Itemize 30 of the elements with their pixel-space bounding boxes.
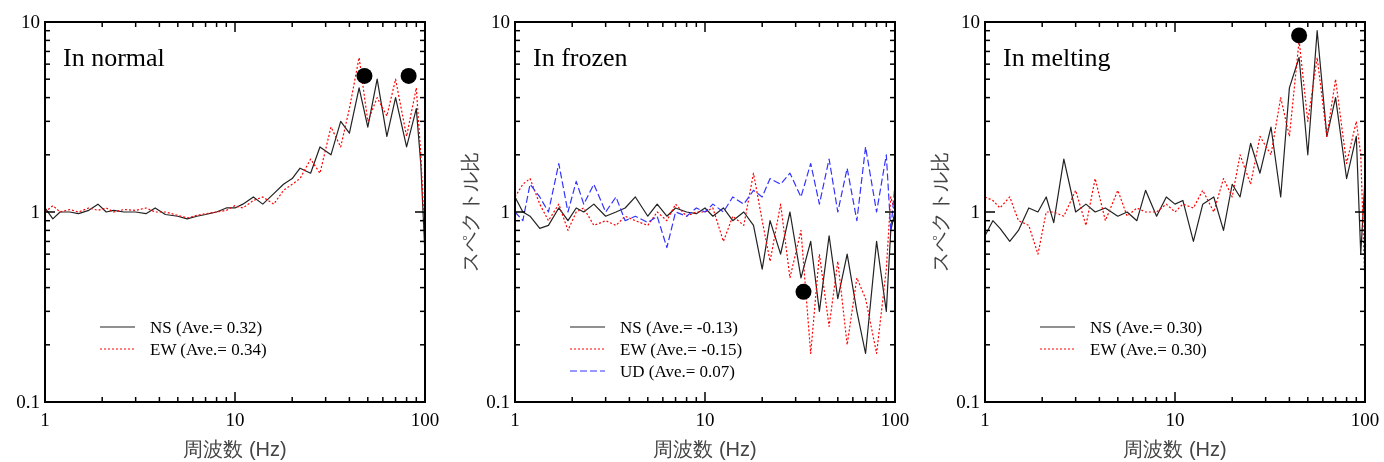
x-axis-title: 周波数 (Hz) — [1123, 438, 1227, 460]
legend-label: EW (Ave.= 0.30) — [1090, 340, 1207, 359]
y-tick-label: 1 — [970, 201, 980, 222]
y-tick-label: 10 — [491, 11, 510, 32]
y-tick-label: 0.1 — [486, 391, 510, 412]
legend-label: NS (Ave.= 0.32) — [150, 318, 263, 337]
y-axis-title: スペクトル比 — [459, 152, 481, 272]
x-tick-label: 100 — [410, 409, 440, 430]
y-axis-title: スペクトル比 — [929, 152, 951, 272]
legend-label: UD (Ave.= 0.07) — [620, 362, 736, 381]
x-tick-label: 100 — [1350, 409, 1380, 430]
y-tick-label: 1 — [500, 201, 510, 222]
text: In melting — [1003, 43, 1111, 72]
text: In frozen — [533, 43, 628, 72]
x-axis-title: 周波数 (Hz) — [653, 438, 757, 460]
y-tick-label: 0.1 — [16, 391, 40, 412]
y-tick-label: 10 — [961, 11, 980, 32]
x-tick-label: 10 — [695, 409, 715, 430]
x-tick-label: 10 — [225, 409, 245, 430]
text: In normal — [63, 43, 165, 72]
legend-label: EW (Ave.= -0.15) — [620, 340, 743, 359]
legend-label: EW (Ave.= 0.34) — [150, 340, 267, 359]
legend-label: NS (Ave.= -0.13) — [620, 318, 738, 337]
y-tick-label: 10 — [21, 11, 40, 32]
y-tick-label: 0.1 — [956, 391, 980, 412]
y-tick-label: 1 — [30, 201, 40, 222]
x-tick-label: 10 — [1165, 409, 1185, 430]
legend-label: NS (Ave.= 0.30) — [1090, 318, 1203, 337]
x-tick-label: 100 — [880, 409, 910, 430]
x-axis-title: 周波数 (Hz) — [183, 438, 287, 460]
